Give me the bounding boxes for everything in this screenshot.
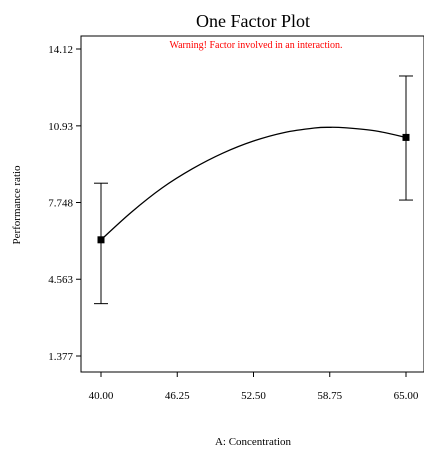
x-tick-label: 52.50: [241, 390, 266, 402]
design-point: [399, 75, 413, 201]
point-marker: [97, 236, 105, 244]
factor-curve: [100, 126, 407, 241]
x-tick-label: 46.25: [165, 390, 190, 402]
chart-title: One Factor Plot: [196, 11, 310, 31]
x-tick-label: 65.00: [394, 390, 419, 402]
x-tick-label: 40.00: [89, 390, 114, 402]
y-tick-label: 1.377: [48, 351, 73, 363]
x-tick-label: 58.75: [317, 390, 342, 402]
y-tick-label: 14.12: [48, 44, 73, 56]
design-point: [94, 182, 108, 305]
y-tick-label: 10.93: [48, 121, 73, 133]
plot-frame: [80, 35, 424, 373]
y-tick-label: 4.563: [48, 274, 73, 286]
y-axis-label: Performance ratio: [11, 165, 23, 245]
point-marker: [402, 133, 410, 141]
y-tick-label: 7.748: [48, 198, 73, 210]
x-axis-ticks: 40.00 46.25 52.50 58.75 65.00: [89, 372, 419, 402]
y-axis-ticks: 1.377 4.563 7.748 10.93 14.12: [48, 44, 81, 363]
interaction-warning: Warning! Factor involved in an interacti…: [169, 40, 342, 51]
x-axis-label: A: Concentration: [215, 436, 292, 448]
design-points: [94, 75, 413, 305]
